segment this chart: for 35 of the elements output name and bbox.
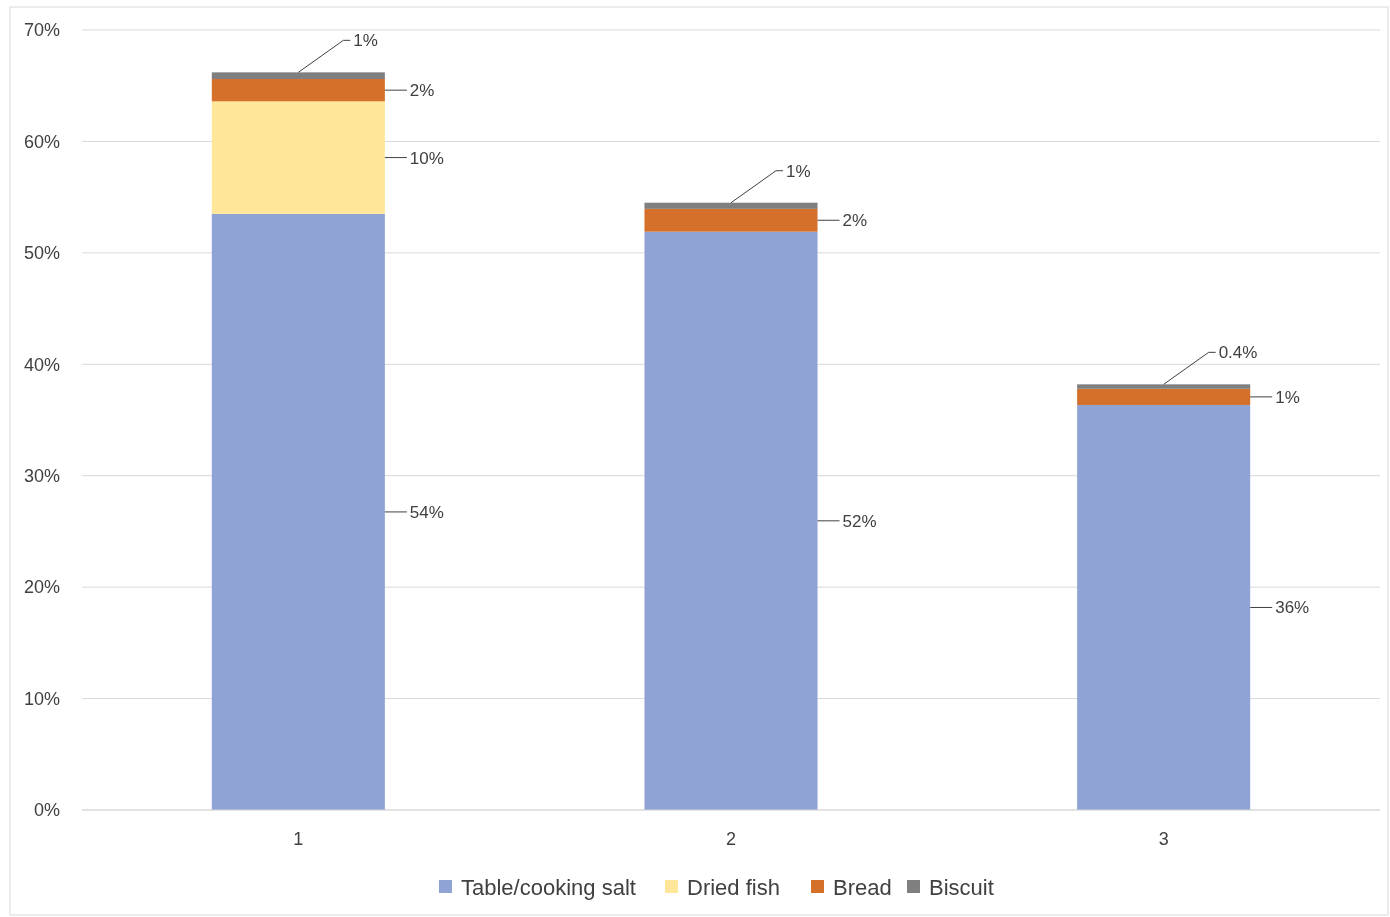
data-label: 2%	[842, 211, 868, 231]
x-tick-label: 1	[293, 829, 304, 849]
y-tick-label: 30%	[23, 466, 60, 487]
data-label: 1%	[353, 31, 378, 51]
bar	[211, 79, 385, 102]
bar	[1077, 388, 1251, 405]
y-tick-label: 0%	[33, 800, 60, 821]
data-label: 10%	[409, 148, 444, 168]
bar	[1077, 384, 1251, 389]
legend-label: Table/cooking salt	[461, 874, 636, 900]
bar	[211, 101, 385, 214]
bar	[211, 72, 385, 80]
bar	[644, 231, 818, 810]
data-label: 1%	[1275, 387, 1300, 407]
y-tick-label: 20%	[23, 577, 60, 598]
data-label: 54%	[409, 502, 444, 522]
data-label: 2%	[409, 81, 435, 101]
data-label: 52%	[842, 511, 877, 531]
bar	[644, 202, 818, 209]
legend-label: Bread	[833, 874, 892, 900]
bar	[644, 208, 818, 232]
bar	[1077, 404, 1251, 810]
x-tick-label: 2	[725, 829, 737, 849]
y-tick-label: 10%	[23, 688, 60, 709]
data-label: 1%	[786, 161, 811, 181]
data-label: 36%	[1275, 598, 1310, 618]
y-tick-label: 70%	[23, 20, 60, 41]
y-tick-label: 60%	[23, 131, 60, 152]
x-tick-label: 3	[1158, 829, 1169, 849]
y-tick-label: 50%	[23, 243, 60, 264]
legend-label: Dried fish	[687, 874, 780, 900]
legend-label: Biscuit	[929, 874, 994, 900]
y-tick-label: 40%	[23, 354, 60, 375]
bar	[211, 213, 385, 810]
data-label: 0.4%	[1218, 343, 1258, 363]
